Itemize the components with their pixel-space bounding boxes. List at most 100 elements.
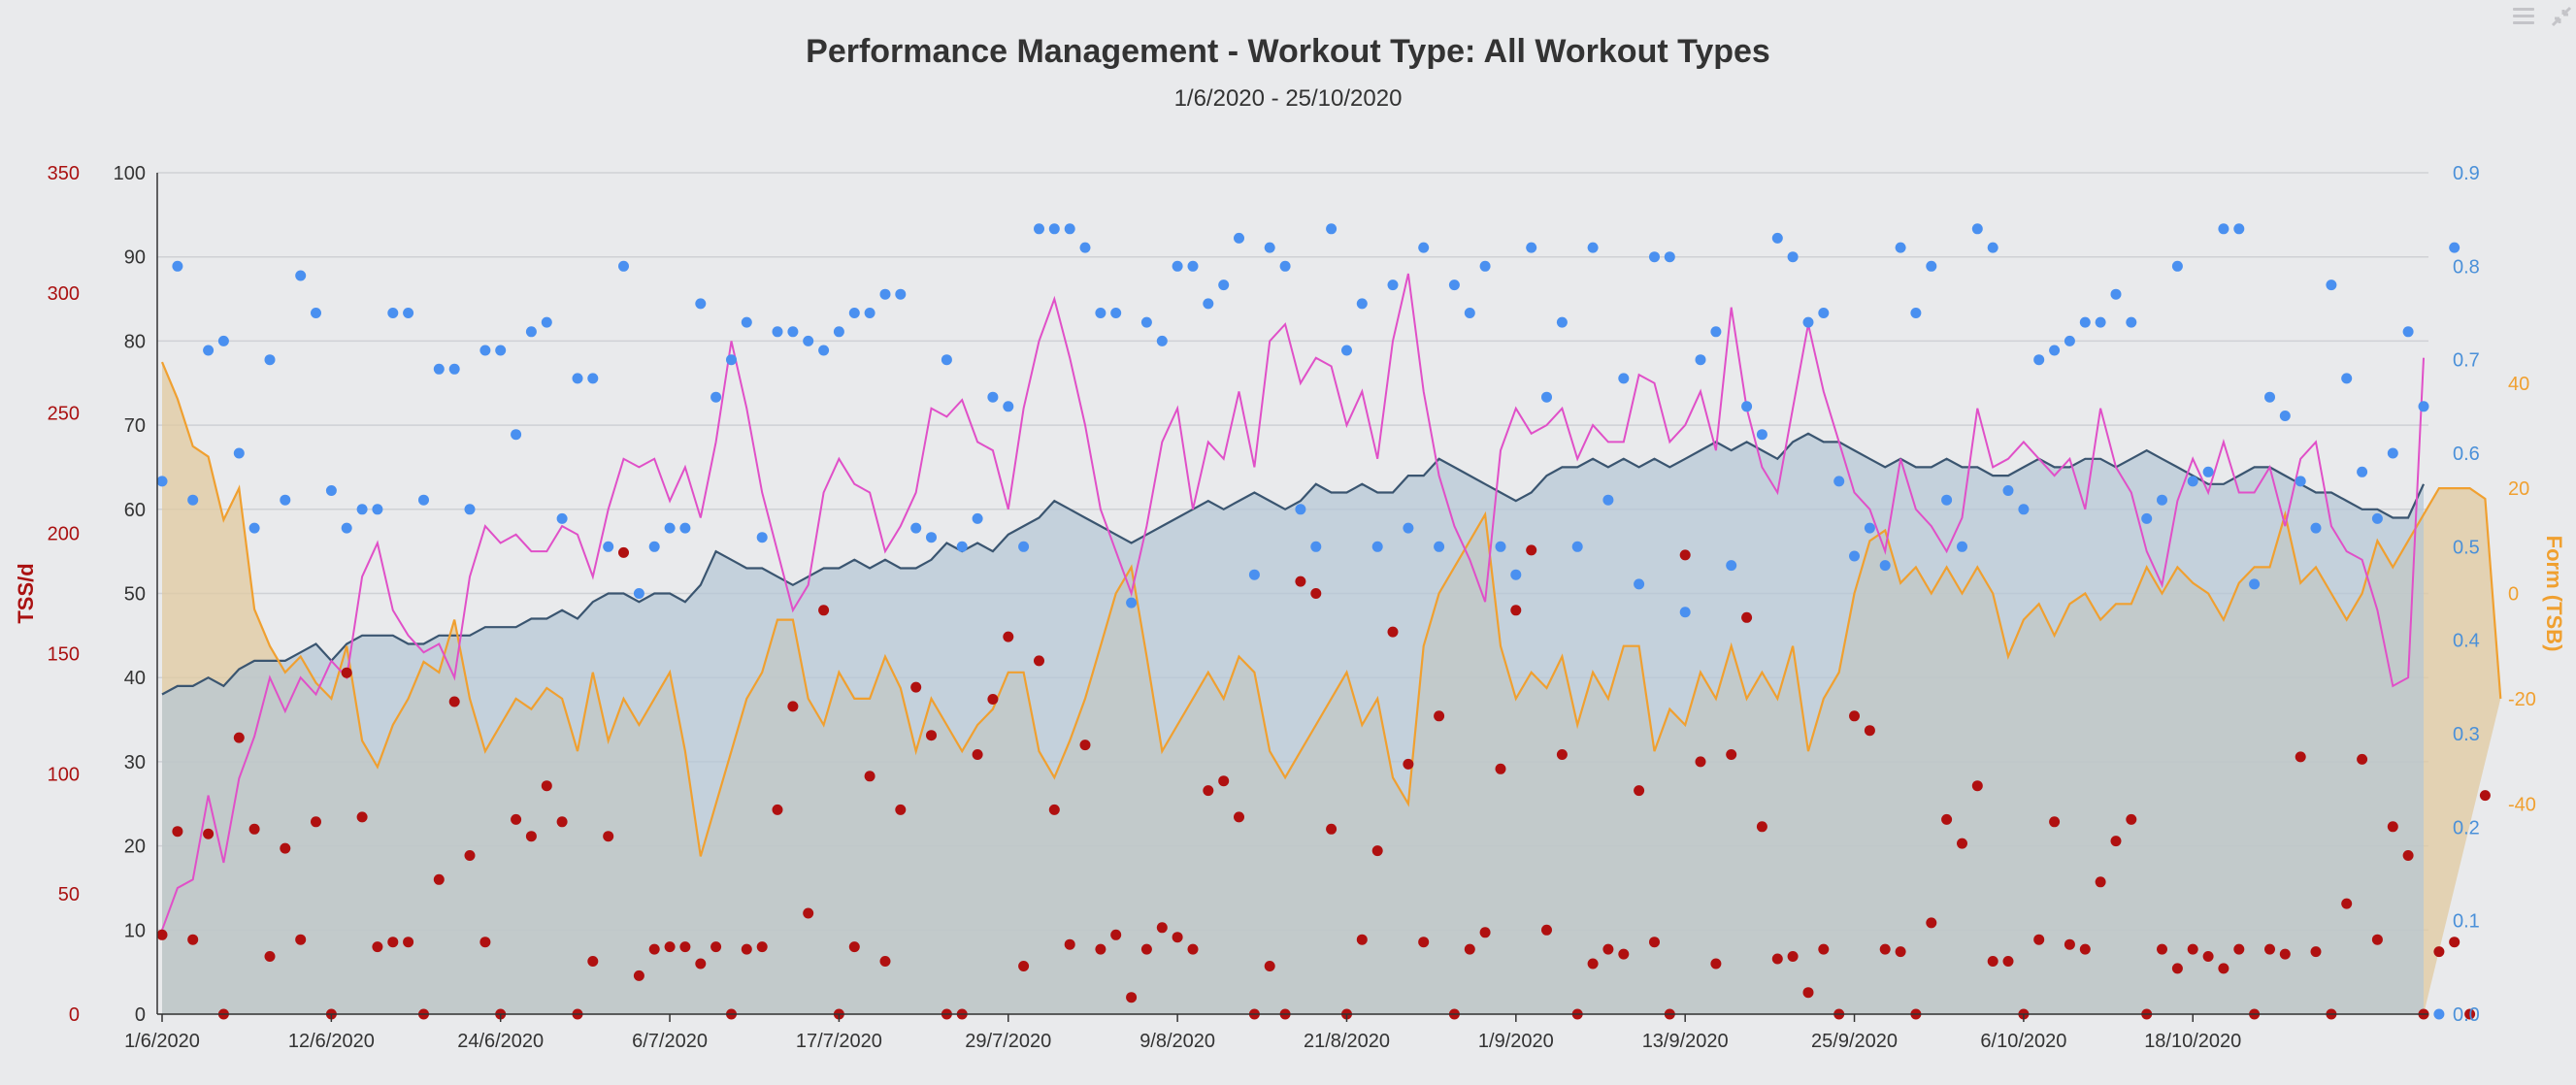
intensity-dot — [1849, 550, 1860, 562]
tss-tick-label: 100 — [48, 764, 80, 785]
tss-dot — [1140, 943, 1152, 955]
intensity-dot — [1802, 316, 1814, 328]
intensity-dot — [1264, 242, 1275, 253]
intensity-dot — [1526, 242, 1537, 253]
intensity-dot — [1356, 298, 1368, 310]
intensity-dot — [2233, 223, 2245, 235]
intensity-dot — [1556, 316, 1568, 328]
intensity-dot — [987, 391, 999, 403]
tss-dot — [1018, 961, 1030, 971]
if-tick-label: 0.8 — [2453, 256, 2480, 278]
tss-dot — [848, 941, 860, 953]
tss-dot — [895, 804, 907, 815]
intensity-dot — [1048, 223, 1060, 235]
form-tick-label: 40 — [2508, 374, 2529, 395]
tss-dot — [1818, 943, 1830, 955]
tss-dot — [787, 701, 799, 712]
intensity-dot — [1910, 308, 1922, 318]
main-tick-label: 100 — [114, 163, 146, 184]
intensity-dot — [464, 504, 476, 515]
tss-dot — [772, 804, 783, 815]
tss-dot — [864, 771, 875, 782]
intensity-dot — [818, 345, 830, 356]
intensity-dot — [495, 345, 507, 356]
main-tick-label: 20 — [124, 837, 146, 858]
main-tick-label: 30 — [124, 752, 146, 773]
main-tick-label: 80 — [124, 331, 146, 352]
tss-dot — [803, 907, 814, 919]
intensity-dot — [726, 354, 737, 366]
intensity-dot — [941, 354, 952, 366]
tss-tick-label: 150 — [48, 643, 80, 665]
if-tick-label: 0.5 — [2453, 537, 2480, 558]
tss-dot — [2341, 898, 2353, 909]
x-tick-label: 25/9/2020 — [1811, 1031, 1898, 1052]
intensity-dot — [1634, 578, 1645, 590]
tss-dot — [556, 816, 568, 828]
if-tick-label: 0.6 — [2453, 444, 2480, 465]
tss-dot — [1295, 575, 1306, 587]
intensity-dot — [295, 270, 307, 281]
tss-dot — [1510, 605, 1522, 616]
tss-dot — [1434, 710, 1445, 722]
tss-dot — [2264, 943, 2275, 955]
main-tick-label: 0 — [135, 1004, 146, 1026]
intensity-dot — [879, 288, 891, 300]
x-tick-label: 17/7/2020 — [796, 1031, 882, 1052]
tss-dot — [1418, 937, 1430, 948]
intensity-dot — [1279, 260, 1291, 272]
tss-dot — [1771, 953, 1783, 965]
intensity-dot — [1695, 354, 1706, 366]
intensity-dot — [1679, 607, 1691, 618]
tss-dot — [2202, 951, 2214, 962]
tss-dot — [1218, 775, 1230, 787]
tss-dot — [372, 941, 383, 953]
tss-dot — [1495, 763, 1506, 774]
intensity-dot — [1495, 541, 1506, 552]
intensity-dot — [664, 522, 676, 534]
intensity-dot — [2141, 512, 2153, 524]
intensity-dot — [156, 476, 168, 487]
main-tick-label: 60 — [124, 500, 146, 521]
intensity-dot — [387, 308, 399, 318]
intensity-dot — [741, 316, 752, 328]
intensity-dot — [525, 326, 537, 338]
intensity-dot — [1341, 345, 1352, 356]
tss-dot — [679, 941, 691, 953]
tss-dot — [1479, 927, 1491, 938]
tss-dot — [2002, 956, 2014, 967]
tss-dot — [926, 730, 937, 741]
tss-dot — [1326, 823, 1338, 835]
intensity-dot — [956, 541, 968, 552]
tss-dot — [172, 826, 183, 838]
tss-dot — [2464, 1008, 2476, 1020]
intensity-dot — [1571, 541, 1583, 552]
intensity-dot — [2387, 447, 2398, 459]
intensity-dot — [2279, 411, 2291, 421]
tss-dot — [2479, 790, 2491, 802]
intensity-dot — [1310, 541, 1322, 552]
tss-dot — [1710, 958, 1722, 970]
intensity-dot — [1156, 335, 1168, 346]
intensity-dot — [648, 541, 660, 552]
intensity-dot — [1879, 560, 1891, 572]
intensity-dot — [1172, 260, 1183, 272]
tss-dot — [1679, 549, 1691, 561]
x-tick-label: 21/8/2020 — [1304, 1031, 1390, 1052]
collapse-arrows-icon[interactable] — [2549, 4, 2574, 29]
intensity-dot — [2202, 466, 2214, 477]
tss-tick-label: 300 — [48, 283, 80, 305]
tss-tick-label: 0 — [69, 1004, 80, 1026]
intensity-dot — [2249, 578, 2261, 590]
intensity-dot — [603, 541, 614, 552]
intensity-dot — [572, 373, 583, 384]
intensity-dot — [2341, 373, 2353, 384]
hamburger-menu-icon[interactable] — [2511, 4, 2536, 29]
intensity-dot — [1587, 242, 1599, 253]
intensity-dot — [1479, 260, 1491, 272]
tss-dot — [587, 956, 599, 967]
tss-dot — [2233, 943, 2245, 955]
tss-dot — [1371, 845, 1383, 857]
intensity-dot — [1818, 308, 1830, 318]
x-tick-label: 9/8/2020 — [1139, 1031, 1215, 1052]
